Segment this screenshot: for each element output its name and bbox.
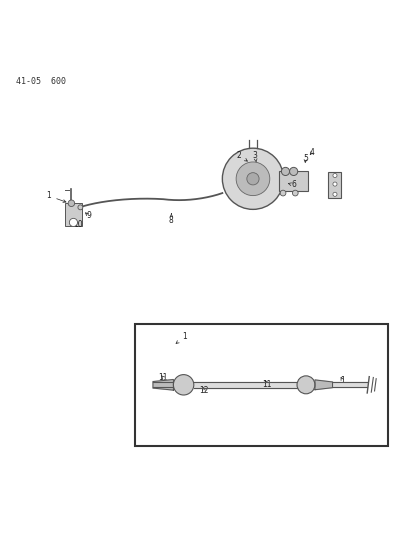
Text: 1: 1 xyxy=(340,376,345,385)
Circle shape xyxy=(78,205,83,210)
Text: 10: 10 xyxy=(73,220,82,229)
Text: 3: 3 xyxy=(253,151,257,163)
Text: 6: 6 xyxy=(288,180,296,189)
Circle shape xyxy=(293,190,298,196)
Bar xyxy=(279,172,308,191)
Circle shape xyxy=(333,182,337,186)
Circle shape xyxy=(282,167,290,175)
Text: 41-05  600: 41-05 600 xyxy=(16,77,67,86)
Text: 9: 9 xyxy=(86,212,91,221)
Bar xyxy=(328,172,341,198)
Bar xyxy=(135,324,388,446)
Text: 2: 2 xyxy=(236,151,247,161)
Circle shape xyxy=(290,167,298,175)
Circle shape xyxy=(247,173,259,185)
Text: 5: 5 xyxy=(303,154,308,163)
Circle shape xyxy=(280,190,286,196)
Text: 1: 1 xyxy=(176,332,187,343)
Circle shape xyxy=(297,376,315,394)
Circle shape xyxy=(68,200,75,206)
Polygon shape xyxy=(153,379,173,390)
Text: 12: 12 xyxy=(199,386,209,395)
Circle shape xyxy=(236,162,270,196)
Circle shape xyxy=(222,148,284,209)
Circle shape xyxy=(333,173,337,177)
Bar xyxy=(65,203,82,225)
Text: 11: 11 xyxy=(158,373,168,382)
Circle shape xyxy=(173,375,194,395)
Text: 11: 11 xyxy=(262,379,272,389)
Text: 4: 4 xyxy=(310,148,315,157)
Text: 8: 8 xyxy=(169,214,174,225)
Circle shape xyxy=(333,192,337,196)
Polygon shape xyxy=(315,380,333,390)
Circle shape xyxy=(69,219,78,227)
Text: 7: 7 xyxy=(262,182,267,191)
Text: 1: 1 xyxy=(47,191,66,203)
